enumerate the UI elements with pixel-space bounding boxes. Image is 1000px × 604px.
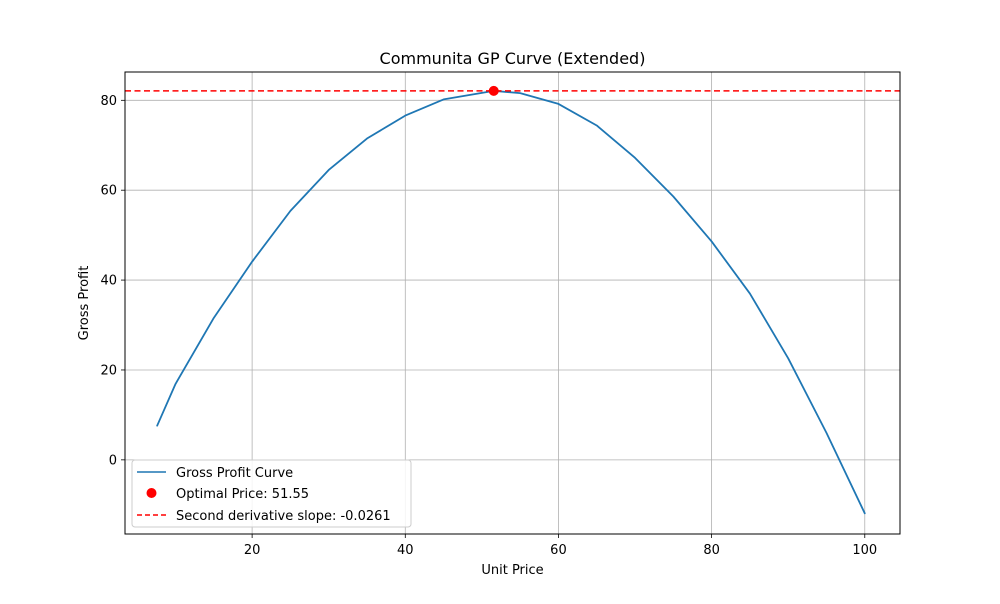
y-tick-label: 0 [109, 453, 117, 468]
legend-box [131, 459, 412, 528]
axis-layer: 20 40 60 80 100 0 20 40 60 80 [100, 94, 877, 558]
x-tick-label: 100 [852, 543, 877, 558]
plot-frame [124, 71, 901, 535]
x-tick-label: 80 [703, 543, 720, 558]
x-axis-label: Unit Price [481, 563, 543, 578]
legend-label-slope: Second derivative slope: -0.0261 [176, 509, 391, 524]
series-layer [125, 85, 900, 515]
y-tick-label: 20 [100, 363, 117, 378]
legend-label-curve: Gross Profit Curve [176, 466, 293, 481]
legend-label-optimal: Optimal Price: 51.55 [176, 487, 309, 502]
legend: Gross Profit Curve Optimal Price: 51.55 … [131, 459, 412, 528]
optimal-price-point [488, 85, 499, 96]
legend-swatch-optimal [146, 488, 157, 498]
x-tick-label: 40 [397, 543, 414, 558]
gross-profit-curve-line [156, 89, 866, 515]
y-axis-label: Gross Profit [77, 266, 92, 341]
x-tick-label: 20 [244, 543, 261, 558]
y-tick-label: 40 [100, 274, 117, 289]
y-tick-label: 60 [100, 184, 117, 199]
chart-title: Communita GP Curve (Extended) [380, 49, 646, 68]
y-tick-label: 80 [100, 94, 117, 109]
x-tick-label: 60 [550, 543, 567, 558]
